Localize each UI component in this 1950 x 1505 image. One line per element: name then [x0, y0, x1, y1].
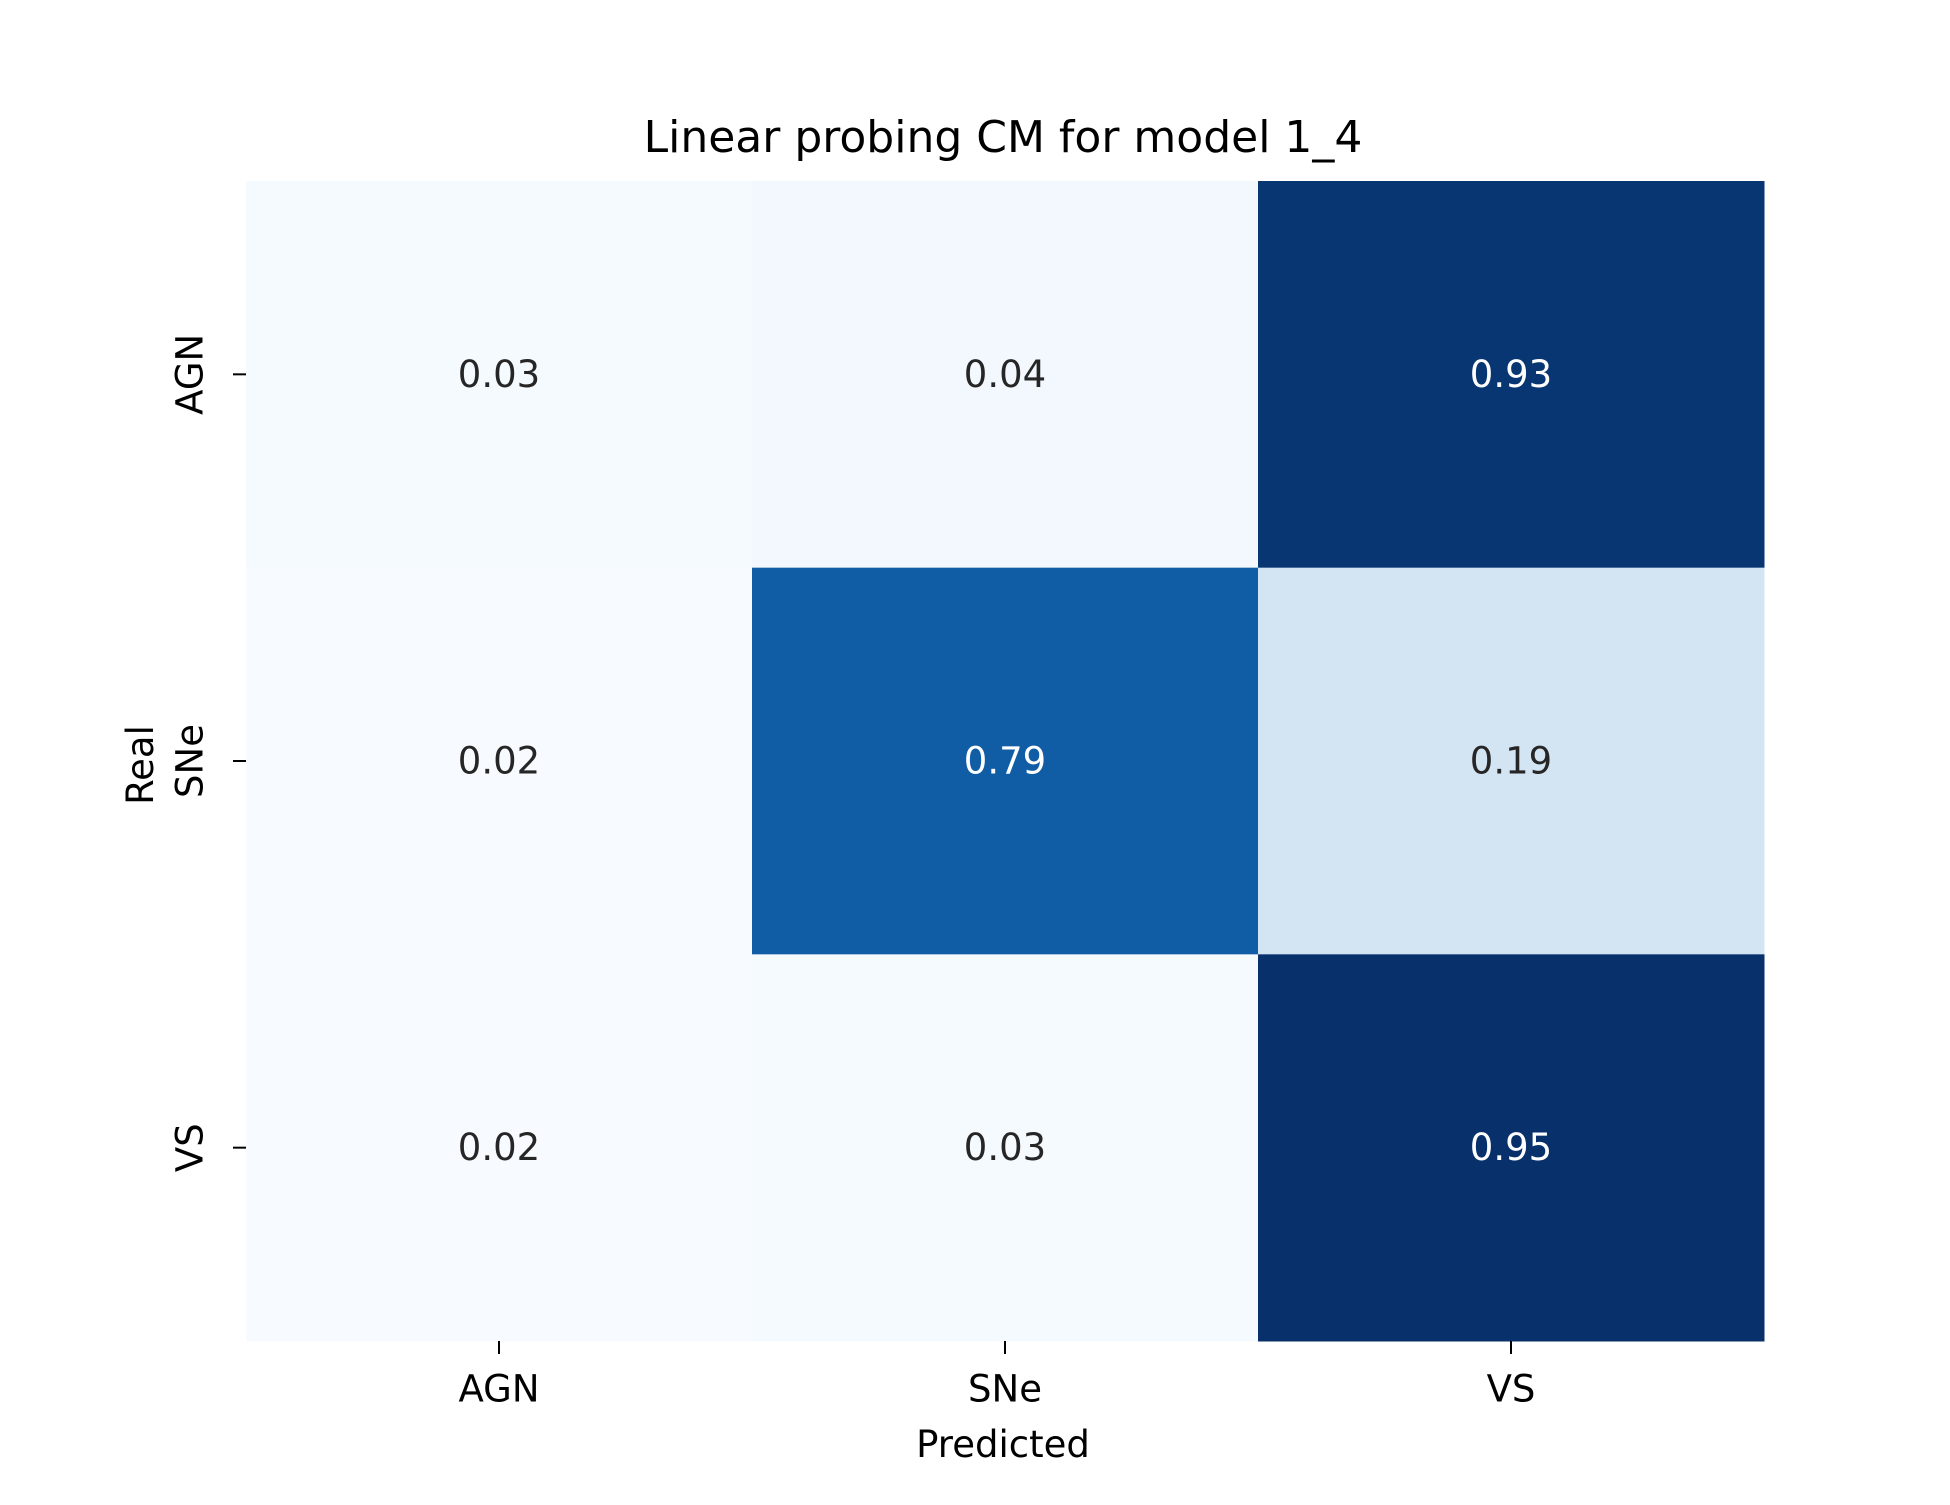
heatmap-cell — [752, 567, 1259, 955]
heatmap-value-labels: 0.03 0.04 0.93 0.02 0.79 0.19 0.02 0.03 0.95 — [458, 353, 1552, 1169]
chart-title: Linear probing CM for model 1_4 — [644, 112, 1363, 163]
y-tick-label: AGN — [169, 334, 212, 415]
y-axis: AGN SNe VS — [169, 334, 246, 1172]
cell-value-label: 0.04 — [964, 353, 1046, 396]
x-tick-label: VS — [1487, 1368, 1536, 1411]
x-axis-label: Predicted — [916, 1423, 1090, 1466]
cell-value-label: 0.19 — [1470, 740, 1552, 783]
x-axis: AGN SNe VS — [458, 1341, 1535, 1411]
y-tick-label: SNe — [169, 724, 212, 798]
y-axis-label: Real — [119, 725, 162, 805]
cell-value-label: 0.03 — [964, 1126, 1046, 1169]
y-tick-label: VS — [169, 1123, 212, 1172]
heatmap-cell — [246, 954, 753, 1342]
heatmap-cell — [752, 181, 1259, 569]
cell-value-label: 0.03 — [458, 353, 540, 396]
heatmap-cells — [246, 181, 1765, 1342]
heatmap-cell — [1258, 181, 1765, 569]
cell-value-label: 0.93 — [1470, 353, 1552, 396]
heatmap-cell — [1258, 567, 1765, 955]
heatmap-cell — [1258, 954, 1765, 1342]
cell-value-label: 0.79 — [964, 740, 1046, 783]
x-tick-label: AGN — [458, 1368, 539, 1411]
heatmap-cell — [246, 181, 753, 569]
x-tick-label: SNe — [968, 1368, 1042, 1411]
heatmap-cell — [246, 567, 753, 955]
cell-value-label: 0.02 — [458, 1126, 540, 1169]
cell-value-label: 0.95 — [1470, 1126, 1552, 1169]
heatmap-cell — [752, 954, 1259, 1342]
cell-value-label: 0.02 — [458, 740, 540, 783]
